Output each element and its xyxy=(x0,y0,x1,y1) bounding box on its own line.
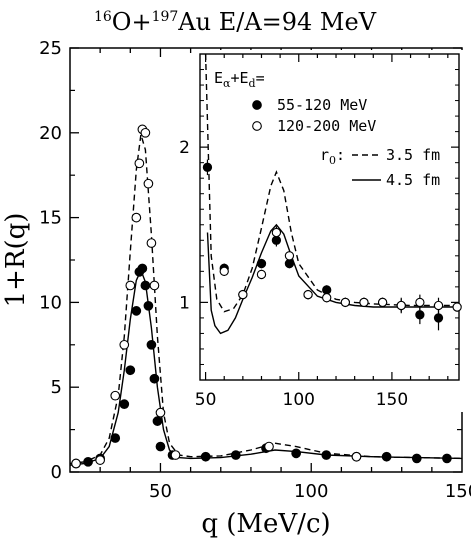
data-point-filled xyxy=(140,280,151,291)
data-point-filled xyxy=(322,285,332,295)
data-point-open xyxy=(396,300,406,311)
y-tick-label: 20 xyxy=(39,123,62,144)
data-point-open xyxy=(110,390,121,401)
data-point-filled xyxy=(256,258,267,269)
data-point-open xyxy=(256,269,267,280)
data-point-open xyxy=(125,280,136,291)
data-point-filled xyxy=(291,448,302,459)
dashed-curve xyxy=(204,53,459,313)
title-part-a: O+ xyxy=(112,8,152,36)
legend-radius-r: r xyxy=(320,146,329,164)
data-point-open xyxy=(71,458,81,469)
title-part-b: Au E/A=94 MeV xyxy=(177,8,376,36)
data-point-open xyxy=(238,289,248,300)
y-tick-label: 15 xyxy=(39,208,62,229)
data-point-filled xyxy=(137,263,148,274)
legend-label-filled: 55-120 MeV xyxy=(277,96,367,114)
y-tick-label: 0 xyxy=(51,462,62,483)
data-point-open xyxy=(433,300,444,311)
data-point-filled xyxy=(143,300,154,311)
inset-x-tick-label: 50 xyxy=(195,390,217,410)
data-point-open xyxy=(149,280,160,291)
y-tick-label: 5 xyxy=(51,377,62,398)
data-point-filled xyxy=(125,365,136,376)
data-point-open xyxy=(271,227,282,238)
x-axis-label: q (MeV/c) xyxy=(201,509,330,539)
inset-background xyxy=(198,50,463,412)
data-point-open xyxy=(95,455,106,465)
legend-label-dashed: 3.5 fm xyxy=(386,146,440,164)
data-point-open xyxy=(219,266,229,276)
data-point-filled xyxy=(119,399,130,410)
x-tick-label: 150 xyxy=(445,481,471,502)
data-point-filled xyxy=(442,453,452,464)
data-point-open xyxy=(134,158,145,169)
data-point-filled xyxy=(202,162,213,172)
data-point-open xyxy=(351,451,362,462)
inset-y-tick-label: 2 xyxy=(179,138,190,158)
data-point-open xyxy=(170,450,181,460)
main-plot: 051015202550100150q (MeV/c)1+R(q) xyxy=(1,38,471,539)
data-point-filled xyxy=(415,310,425,320)
legend-radius-sub: 0 xyxy=(329,154,336,167)
y-axis-label: 1+R(q) xyxy=(1,213,31,308)
legend-header-equals: = xyxy=(256,69,265,87)
data-point-open xyxy=(119,339,130,350)
legend-marker-filled xyxy=(252,100,262,110)
data-point-open xyxy=(303,289,313,300)
data-point-open xyxy=(140,127,151,138)
data-point-filled xyxy=(433,313,444,323)
data-point-open xyxy=(155,407,166,418)
data-point-filled xyxy=(152,416,163,426)
data-point-filled xyxy=(381,451,392,462)
legend-radius-label: r0: xyxy=(320,146,345,167)
legend-label-open: 120-200 MeV xyxy=(277,117,376,135)
data-point-filled xyxy=(110,433,121,443)
y-tick-label: 25 xyxy=(39,38,62,59)
data-point-open xyxy=(452,302,462,312)
data-point-open xyxy=(322,293,332,303)
legend-label-solid: 4.5 fm xyxy=(386,171,440,189)
title-sup-a: 16 xyxy=(94,9,112,25)
legend-header-e: E xyxy=(214,69,223,87)
title-sup-b: 197 xyxy=(152,9,179,25)
inset-x-tick-label: 100 xyxy=(283,390,315,410)
data-point-filled xyxy=(131,306,142,316)
legend-header: Eα+Ed= xyxy=(214,69,265,90)
chart-title: 16O+197Au E/A=94 MeV xyxy=(94,8,377,36)
data-point-open xyxy=(359,297,369,308)
data-point-filled xyxy=(200,451,211,462)
data-point-filled xyxy=(146,339,157,350)
legend-header-plus-e: +E xyxy=(230,69,248,87)
x-tick-label: 50 xyxy=(149,481,172,502)
data-point-filled xyxy=(411,453,422,464)
data-point-open xyxy=(415,297,425,308)
y-tick-label: 10 xyxy=(39,292,62,313)
data-point-open xyxy=(340,297,350,308)
data-point-open xyxy=(146,238,157,248)
data-point-open xyxy=(143,178,154,189)
data-point-filled xyxy=(155,441,166,452)
inset-plot-frame xyxy=(199,53,460,381)
data-point-filled xyxy=(149,373,160,384)
legend-marker-open xyxy=(252,121,262,131)
legend-header-sub-alpha: α xyxy=(223,77,231,90)
data-point-filled xyxy=(321,450,332,460)
solid-curve xyxy=(206,223,459,335)
legend-radius-colon: : xyxy=(336,146,345,164)
inset-plot: 1 2 50 100 150 Eα+Ed= 55-120 MeV 120-200 MeV r0:… xyxy=(179,50,463,412)
legend-header-sub-d: d xyxy=(249,77,256,90)
data-point-open xyxy=(377,297,388,308)
data-point-filled xyxy=(284,258,295,269)
data-point-open xyxy=(131,212,142,223)
x-tick-label: 100 xyxy=(294,481,328,502)
data-point-filled xyxy=(83,456,93,467)
data-point-open xyxy=(284,251,295,261)
data-point-filled xyxy=(230,450,241,460)
inset-x-tick-label: 150 xyxy=(376,390,408,410)
inset-y-tick-label: 1 xyxy=(179,293,190,313)
data-point-open xyxy=(264,441,274,452)
